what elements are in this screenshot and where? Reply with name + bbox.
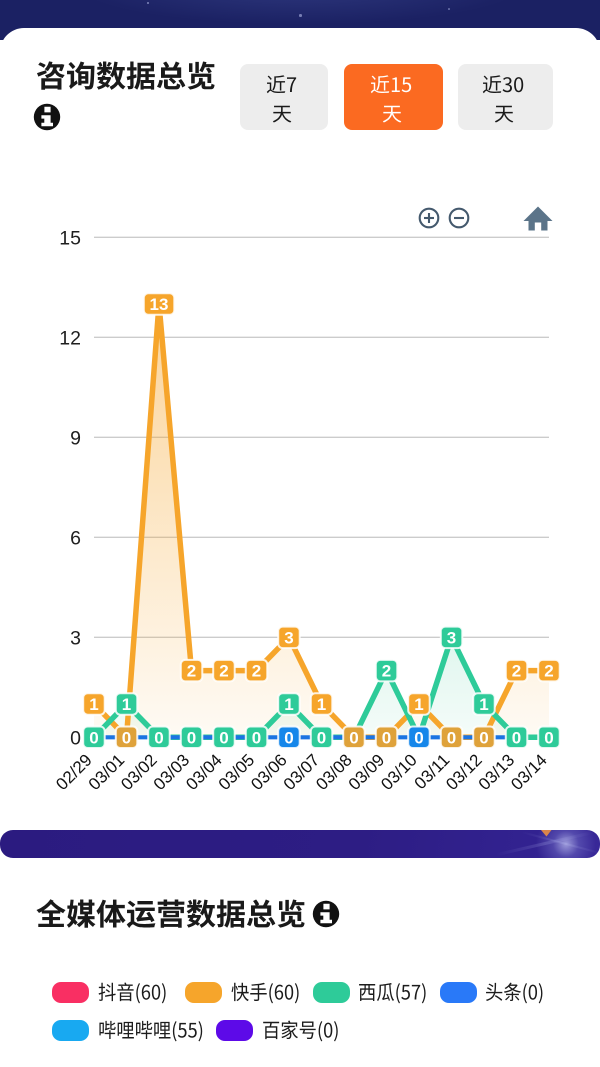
svg-text:03/10: 03/10 (377, 750, 421, 794)
svg-text:0: 0 (414, 728, 423, 747)
svg-text:15: 15 (59, 227, 81, 249)
svg-text:1: 1 (317, 695, 326, 714)
svg-text:3: 3 (284, 628, 293, 647)
svg-text:0: 0 (70, 727, 81, 749)
svg-text:13: 13 (150, 295, 169, 314)
svg-text:0: 0 (382, 728, 391, 747)
svg-text:1: 1 (89, 695, 98, 714)
svg-text:0: 0 (447, 728, 456, 747)
svg-text:2: 2 (382, 662, 391, 681)
svg-text:2: 2 (512, 662, 521, 681)
svg-text:12: 12 (59, 327, 81, 349)
svg-text:3: 3 (447, 628, 456, 647)
svg-text:1: 1 (122, 695, 131, 714)
svg-text:0: 0 (512, 728, 521, 747)
svg-text:0: 0 (122, 728, 131, 747)
svg-text:03/07: 03/07 (280, 750, 324, 794)
svg-text:0: 0 (252, 728, 261, 747)
svg-text:2: 2 (219, 662, 228, 681)
svg-text:2: 2 (252, 662, 261, 681)
svg-text:03/13: 03/13 (475, 750, 519, 794)
svg-text:2: 2 (544, 662, 553, 681)
svg-text:03/06: 03/06 (247, 750, 291, 794)
svg-text:0: 0 (479, 728, 488, 747)
svg-text:1: 1 (479, 695, 488, 714)
svg-text:0: 0 (219, 728, 228, 747)
svg-text:2: 2 (187, 662, 196, 681)
svg-text:1: 1 (414, 695, 423, 714)
svg-text:0: 0 (284, 728, 293, 747)
svg-text:0: 0 (187, 728, 196, 747)
svg-text:03/11: 03/11 (411, 750, 454, 793)
svg-text:0: 0 (89, 728, 98, 747)
svg-text:9: 9 (70, 427, 81, 449)
svg-text:03/05: 03/05 (215, 750, 259, 794)
svg-text:03/08: 03/08 (312, 750, 356, 794)
svg-text:03/02: 03/02 (117, 750, 161, 794)
svg-text:6: 6 (70, 527, 81, 549)
svg-text:03/14: 03/14 (507, 750, 551, 794)
svg-text:03/04: 03/04 (182, 750, 226, 794)
svg-text:0: 0 (317, 728, 326, 747)
svg-text:03/12: 03/12 (442, 750, 486, 794)
svg-text:02/29: 02/29 (52, 750, 96, 794)
svg-text:03/09: 03/09 (345, 750, 389, 794)
svg-text:03/03: 03/03 (150, 750, 194, 794)
svg-text:3: 3 (70, 627, 81, 649)
svg-text:03/01: 03/01 (85, 750, 129, 794)
svg-text:1: 1 (284, 695, 293, 714)
svg-text:0: 0 (544, 728, 553, 747)
svg-text:0: 0 (349, 728, 358, 747)
svg-text:0: 0 (154, 728, 163, 747)
